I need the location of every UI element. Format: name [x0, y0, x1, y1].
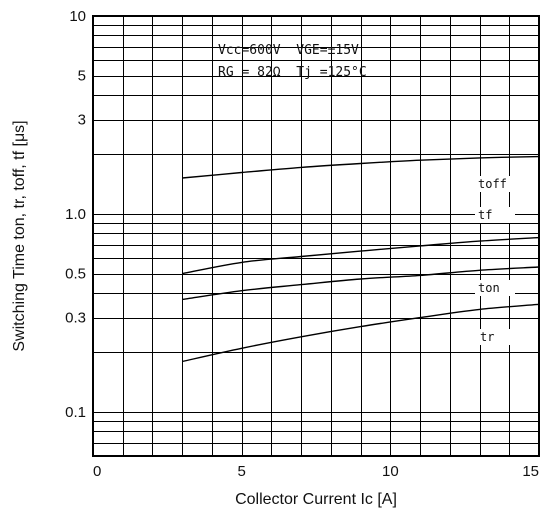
series-line-tf: [182, 236, 540, 275]
y-tick-label: 0.1: [65, 404, 86, 421]
x-tick-label: 0: [93, 463, 101, 480]
series-line-ton: [182, 266, 540, 301]
series-label-backdrop: [477, 329, 517, 345]
x-tick-label: 10: [382, 463, 399, 480]
series-label-backdrop: [475, 207, 515, 223]
y-axis-label: Switching Time ton, tr, toff, tf [μs]: [11, 120, 28, 351]
y-tick-label: 3: [78, 112, 86, 129]
y-tick-label: 10: [69, 8, 86, 25]
series-line-toff: [182, 155, 540, 179]
series-label-backdrop: [475, 176, 515, 192]
tick-labels: 0 5 10 15 0.1 0.3 0.5 1.0 3 5 10: [65, 8, 539, 480]
series-line-tr: [182, 303, 540, 363]
series-label-tr: tr: [480, 330, 494, 344]
y-tick-label: 0.5: [65, 266, 86, 283]
x-tick-label: 15: [522, 463, 539, 480]
plot-frame: [92, 15, 540, 457]
series-labels: toff tf ton tr: [475, 176, 517, 345]
conditions-line-1: Vcc=600V VGE=±15V: [218, 43, 359, 58]
chart-grid: [93, 16, 539, 456]
chart-curves: [182, 155, 540, 363]
series-label-ton: ton: [478, 281, 500, 295]
series-label-backdrop: [475, 280, 515, 296]
y-tick-label: 5: [78, 68, 86, 85]
x-tick-label: 5: [237, 463, 245, 480]
y-tick-label: 0.3: [65, 310, 86, 327]
x-axis-label: Collector Current Ic [A]: [235, 491, 397, 508]
conditions-line-2: RG = 82Ω Tj =125°C: [218, 65, 367, 80]
series-label-toff: toff: [478, 177, 507, 191]
series-label-tf: tf: [478, 208, 492, 222]
test-conditions: Vcc=600V VGE=±15V RG = 82Ω Tj =125°C: [218, 43, 367, 80]
y-tick-label: 1.0: [65, 206, 86, 223]
